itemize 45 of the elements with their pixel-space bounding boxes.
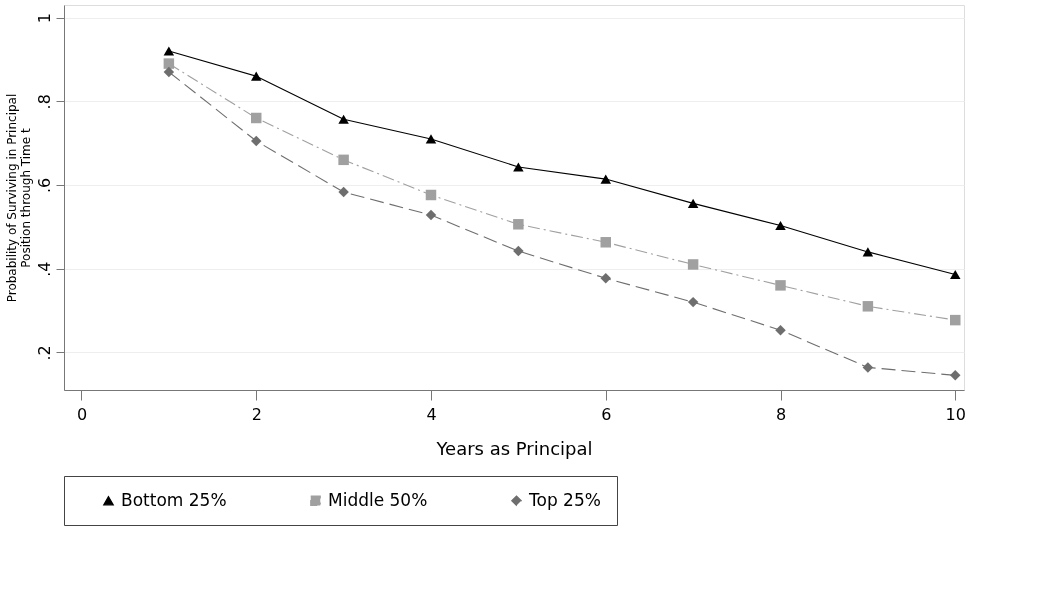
point — [338, 186, 349, 198]
legend-label: Top 25% — [528, 489, 601, 510]
point — [513, 245, 524, 257]
point — [950, 370, 961, 381]
point — [862, 247, 874, 257]
point — [687, 198, 699, 208]
point — [338, 114, 349, 124]
x-tick-label: 4 — [426, 404, 437, 424]
x-axis-title: Years as Principal — [435, 437, 593, 459]
point — [250, 71, 262, 81]
point — [687, 296, 699, 308]
point — [862, 301, 874, 312]
y-tick-label: .6 — [34, 177, 54, 194]
point — [775, 221, 786, 231]
point — [250, 135, 262, 147]
point — [775, 324, 786, 336]
point — [338, 154, 349, 166]
x-tick-label: 10 — [945, 404, 966, 424]
point — [600, 174, 611, 184]
x-tick-label: 8 — [775, 404, 787, 424]
point — [600, 237, 611, 248]
y-tick-label: .4 — [34, 261, 54, 277]
y-tick-label: .2 — [34, 345, 54, 361]
point — [775, 280, 786, 291]
x-tick-label: 6 — [601, 404, 612, 424]
point — [163, 66, 175, 78]
y-tick-label: .8 — [34, 94, 54, 110]
point — [600, 273, 611, 284]
point — [687, 259, 699, 270]
x-tick-label: 0 — [76, 404, 88, 424]
legend-label: Middle 50% — [328, 489, 428, 510]
point — [250, 112, 262, 124]
point — [163, 46, 175, 56]
point — [513, 219, 524, 230]
point — [425, 189, 437, 201]
y-axis-title: Probability of Surviving in Principal Position through Time t — [4, 93, 33, 303]
point — [950, 269, 961, 280]
x-tick-label: 2 — [251, 404, 262, 424]
point — [425, 209, 437, 221]
point — [862, 362, 874, 373]
point — [950, 314, 961, 326]
point — [425, 134, 437, 144]
legend-label: Bottom 25% — [121, 489, 227, 510]
point — [163, 58, 175, 69]
y-tick-label: 1 — [34, 12, 54, 24]
